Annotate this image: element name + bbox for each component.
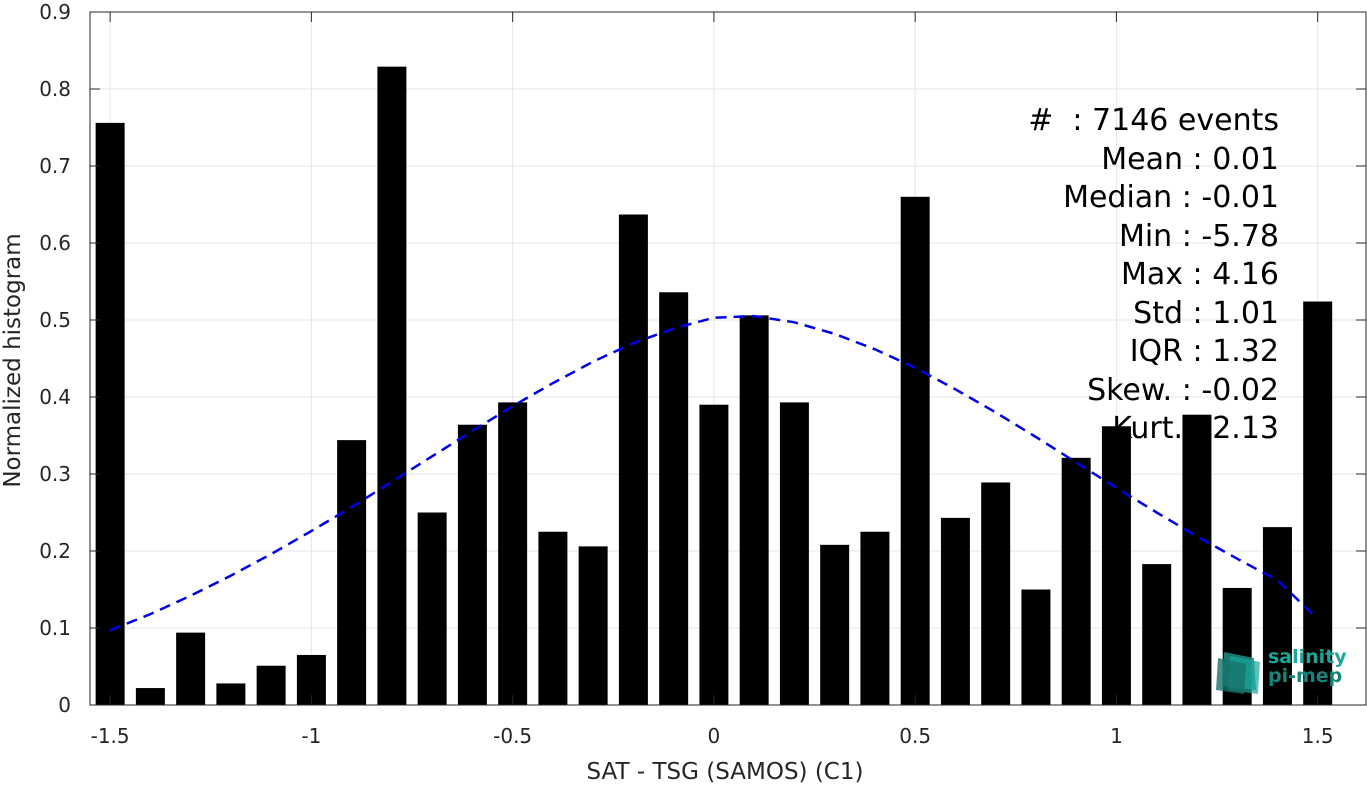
x-tick-label: 1: [1110, 724, 1123, 748]
gaussian-fit-curve: [109, 314, 1319, 632]
histogram-bar: [95, 122, 125, 705]
histogram-bar: [618, 214, 648, 705]
x-tick-label: -0.5: [493, 724, 532, 748]
x-tick-label: 1.5: [1302, 724, 1334, 748]
logo-line-1: salinity: [1268, 646, 1347, 668]
histogram-bar: [1303, 301, 1333, 705]
histogram-bar: [578, 546, 608, 705]
stat-count: # : 7146 events: [1028, 103, 1279, 138]
stat-iqr: IQR : 1.32: [1129, 334, 1279, 369]
y-tick-label: 0.2: [39, 539, 71, 563]
stat-skew: Skew. : -0.02: [1087, 372, 1279, 408]
histogram-bar: [1061, 457, 1091, 705]
plot-frame: [89, 11, 1367, 706]
x-tick-label: 0.5: [899, 724, 931, 748]
x-tick-label: -1.5: [91, 724, 130, 748]
y-tick-label: 0.6: [39, 231, 71, 255]
histogram-bar: [256, 665, 286, 705]
y-tick-label: 0.9: [39, 0, 71, 24]
histogram-bar: [659, 292, 689, 705]
cube-logo-icon: [1216, 652, 1260, 694]
histogram-bar: [1021, 589, 1051, 705]
x-axis-ticks: -1.5 -1 -0.5 0 0.5 1 1.5: [91, 12, 1334, 748]
histogram-bar: [1101, 426, 1131, 705]
x-tick-label: 0: [708, 724, 721, 748]
histogram-bar: [337, 440, 367, 705]
stat-kurt: Kurt. : 2.13: [1112, 411, 1279, 446]
histogram-bar: [1262, 527, 1292, 705]
y-tick-label: 0.1: [39, 616, 71, 640]
histogram-bar: [981, 482, 1011, 705]
histogram-bar: [699, 404, 729, 705]
stat-mean: Mean : 0.01: [1101, 141, 1279, 177]
stat-max: Max : 4.16: [1121, 257, 1279, 292]
histogram-bar: [820, 544, 850, 705]
y-tick-label: 0.3: [39, 462, 71, 486]
histogram-bar: [498, 402, 528, 705]
stat-std: Std : 1.01: [1133, 295, 1279, 331]
x-tick-label: -1: [301, 724, 321, 748]
y-axis-ticks: 0 0.1 0.2 0.3 0.4 0.5 0.6 0.7 0.8 0.9: [39, 0, 1366, 717]
x-axis-label: SAT - TSG (SAMOS) (C1): [587, 759, 864, 785]
y-tick-label: 0.5: [39, 308, 71, 332]
histogram-bar: [860, 531, 890, 705]
stat-min: Min : -5.78: [1118, 218, 1279, 254]
histogram-bar: [176, 632, 206, 705]
statistics-box: # : 7146 events Mean : 0.01 Median : -0.…: [1028, 102, 1279, 449]
y-axis-label: Normalized histogram: [0, 233, 26, 487]
histogram-bar: [216, 683, 246, 705]
histogram-bar: [1182, 414, 1212, 705]
stat-median: Median : -0.01: [1063, 180, 1279, 215]
salinity-pimep-logo: salinity pi-mep: [1216, 646, 1347, 694]
histogram-bar: [940, 517, 970, 705]
y-tick-label: 0.4: [39, 385, 71, 409]
bars-group: [95, 66, 1333, 706]
histogram-bar: [417, 512, 447, 705]
histogram-bar: [739, 315, 769, 705]
y-tick-label: 0: [58, 693, 71, 717]
histogram-bar: [377, 66, 407, 706]
histogram-bar: [538, 531, 568, 705]
histogram-bar: [457, 424, 487, 705]
y-tick-label: 0.7: [39, 154, 71, 178]
histogram-bar: [900, 196, 930, 706]
histogram-bar: [779, 402, 809, 705]
y-tick-label: 0.8: [39, 77, 71, 101]
histogram-bar: [135, 688, 165, 705]
histogram-bar: [1142, 564, 1172, 705]
logo-line-2: pi-mep: [1268, 665, 1343, 687]
